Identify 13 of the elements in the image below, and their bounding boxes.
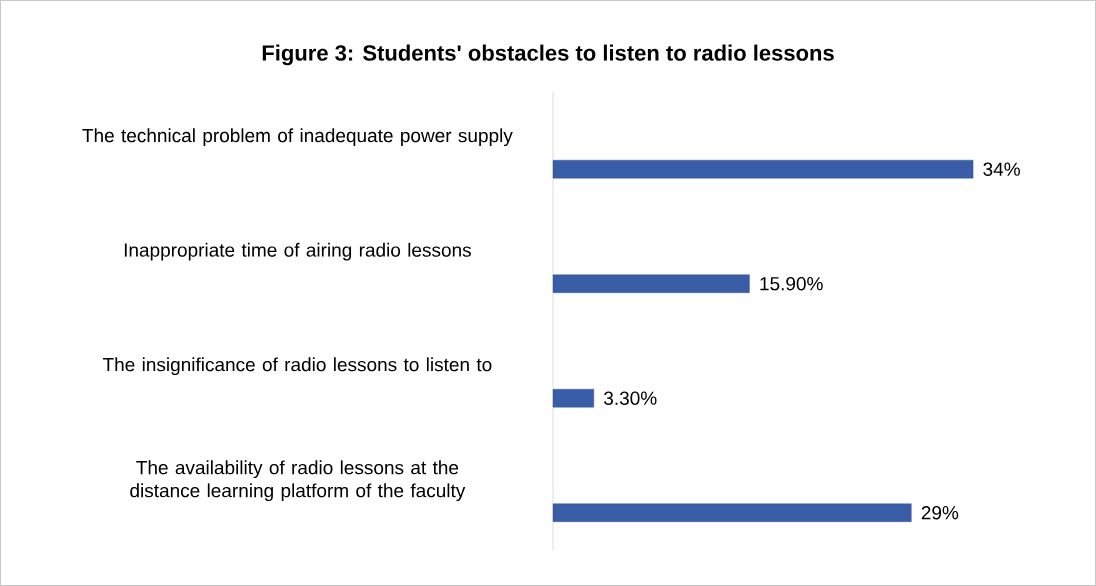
data-label: 15.90%	[760, 277, 823, 291]
data-label: 29%	[921, 506, 959, 520]
data-label: 34%	[983, 162, 1020, 176]
y-tick-label: The availability of radio lessons at the distance learning platform of the faculty	[130, 460, 466, 502]
y-tick-label: The insignificance of radio lessons to listen to	[102, 357, 492, 376]
bar	[552, 160, 974, 179]
data-label: 3.30%	[604, 391, 657, 405]
chart-title: Figure 3: Students' obstacles to listen to radio lessons	[262, 44, 834, 66]
bar	[552, 389, 594, 408]
bar	[552, 274, 750, 293]
bar	[552, 503, 912, 522]
y-tick-label: Inappropriate time of airing radio lessons	[124, 242, 471, 261]
y-tick-label: The technical problem of inadequate power supply	[82, 128, 513, 147]
